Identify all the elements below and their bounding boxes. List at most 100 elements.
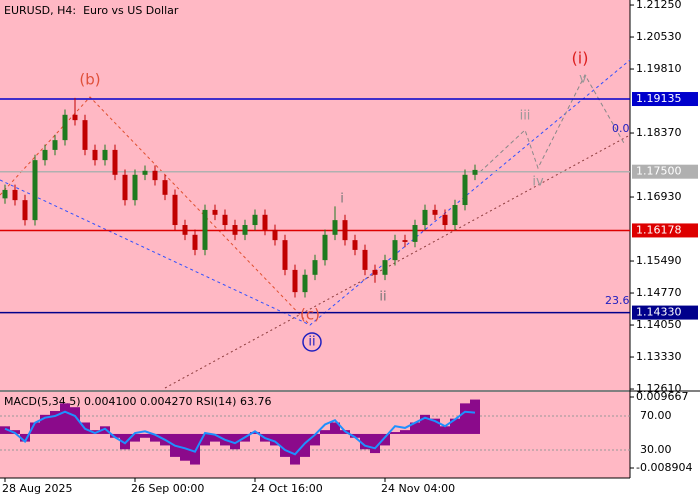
candle-body	[52, 140, 58, 150]
candle-body	[102, 149, 108, 161]
wave-label: i	[340, 192, 344, 207]
x-tick-label: 28 Aug 2025	[2, 482, 72, 495]
candle-body	[282, 240, 288, 270]
candle-body	[22, 200, 28, 221]
macd-bar	[380, 433, 390, 446]
candle-body	[232, 225, 238, 235]
macd-bar	[360, 433, 370, 450]
y-tick-label: 1.16930	[636, 190, 682, 203]
macd-bar	[410, 422, 420, 434]
macd-bar	[70, 407, 80, 434]
macd-bar	[120, 433, 130, 450]
macd-bar	[210, 433, 220, 442]
y-tick-label: 1.12610	[636, 382, 682, 395]
candle-body	[272, 229, 278, 241]
wave-circle	[302, 332, 322, 352]
candle-body	[82, 120, 88, 150]
candle-body	[312, 260, 318, 275]
macd-bar	[280, 433, 290, 457]
rsi-line	[4, 410, 476, 456]
candle-body	[42, 149, 48, 161]
candle-body	[122, 174, 128, 201]
candle-body	[142, 170, 148, 175]
y-tick-label: -0.008904	[636, 461, 692, 474]
trend-line	[0, 59, 631, 326]
level-label: 1.17500	[636, 165, 682, 178]
y-tick-label: 70.00	[640, 409, 672, 422]
macd-bar	[400, 430, 410, 434]
macd-bar	[110, 433, 120, 438]
candle-body	[452, 205, 458, 226]
candle-body	[192, 234, 198, 250]
candle-body	[222, 214, 228, 226]
macd-bar	[140, 433, 150, 438]
wave-label: (c)	[300, 306, 320, 324]
macd-bar	[370, 433, 380, 454]
macd-bar	[0, 426, 10, 434]
level-label: 1.14330	[636, 306, 682, 319]
macd-bar	[350, 433, 360, 438]
wave-label: iii	[520, 109, 531, 124]
macd-bar	[150, 433, 160, 442]
candle-body	[322, 234, 328, 261]
macd-bar	[430, 418, 440, 434]
macd-bar	[130, 433, 140, 442]
candle-body	[462, 174, 468, 206]
candle-body	[252, 214, 258, 226]
level-label: 1.19135	[636, 92, 682, 105]
y-tick-label: 1.18370	[636, 126, 682, 139]
macd-bar	[100, 426, 110, 434]
indicator-label: MACD(5,34,5) 0.004100 0.004270 RSI(14) 6…	[4, 395, 271, 408]
y-tick-label: 1.14770	[636, 286, 682, 299]
wave-label: ii	[379, 290, 386, 305]
candle-body	[392, 240, 398, 261]
y-tick-label: 1.19810	[636, 62, 682, 75]
x-tick-label: 24 Nov 04:00	[381, 482, 455, 495]
macd-bar	[450, 418, 460, 434]
candle-body	[202, 209, 208, 250]
macd-bar	[330, 422, 340, 434]
candle-body	[182, 225, 188, 235]
macd-bar	[40, 414, 50, 434]
candle-body	[442, 214, 448, 226]
wave-label: (i)	[572, 49, 589, 68]
candle-body	[2, 189, 8, 199]
channel-line	[164, 134, 631, 389]
macd-bar	[60, 403, 70, 434]
candle-body	[242, 225, 248, 235]
candle-body	[152, 170, 158, 181]
macd-bar	[200, 433, 210, 446]
y-tick-label: 1.13330	[636, 350, 682, 363]
macd-bar	[420, 414, 430, 434]
candle-body	[12, 189, 18, 201]
y-tick-label: 1.21250	[636, 0, 682, 11]
macd-bar	[230, 433, 240, 450]
candle-body	[472, 169, 478, 175]
level-box	[632, 92, 698, 107]
candle-body	[32, 160, 38, 221]
candle-body	[172, 194, 178, 226]
wave-label: v	[579, 72, 587, 87]
wave-label: ii	[308, 335, 315, 350]
level-label: 1.16178	[636, 223, 682, 236]
level-box	[632, 164, 698, 179]
candle-body	[412, 225, 418, 242]
candle-body	[382, 260, 388, 275]
level-box	[632, 305, 698, 320]
candle-body	[352, 240, 358, 250]
plot-background	[0, 0, 630, 390]
x-tick-label: 26 Sep 00:00	[131, 482, 204, 495]
macd-bar	[270, 433, 280, 446]
wave-label: (b)	[79, 71, 100, 89]
macd-bar	[20, 433, 30, 442]
macd-bar	[290, 433, 300, 465]
macd-bar	[300, 433, 310, 457]
macd-bar	[460, 403, 470, 434]
candle-body	[212, 209, 218, 215]
macd-bar	[390, 432, 400, 434]
fib-label: 23.6	[605, 294, 630, 307]
candle-body	[72, 114, 78, 121]
macd-bar	[320, 430, 330, 434]
y-tick-label: 1.20530	[636, 30, 682, 43]
